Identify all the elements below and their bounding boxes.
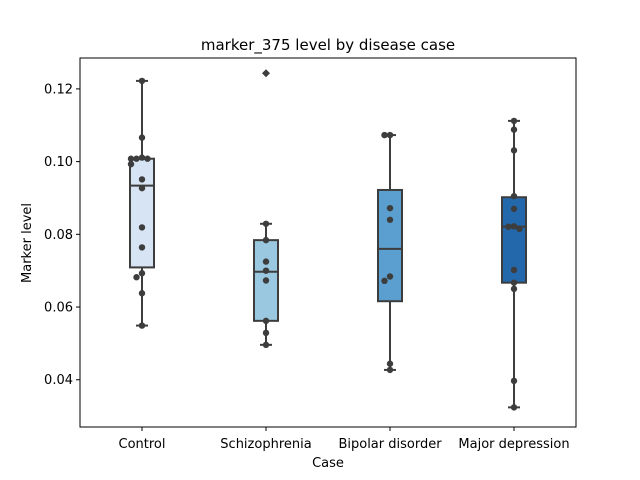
- data-point: [510, 117, 518, 125]
- data-point: [386, 216, 394, 223]
- data-point: [262, 258, 270, 265]
- data-point: [262, 277, 270, 284]
- data-point: [516, 225, 523, 233]
- data-point: [133, 155, 140, 162]
- y-tick-label: 0.04: [44, 373, 73, 388]
- data-point: [386, 273, 394, 280]
- data-point: [510, 126, 518, 133]
- y-tick-label: 0.10: [44, 155, 73, 170]
- data-point: [138, 134, 146, 141]
- data-point: [386, 204, 394, 212]
- data-point: [138, 154, 146, 161]
- data-point: [144, 155, 151, 162]
- data-point: [262, 341, 270, 349]
- data-point: [510, 266, 518, 274]
- data-point: [381, 131, 388, 139]
- data-point: [386, 131, 394, 139]
- data-point: [133, 274, 140, 281]
- chart-title: marker_375 level by disease case: [201, 36, 455, 55]
- data-point: [127, 155, 135, 162]
- data-point: [510, 205, 518, 213]
- data-point: [386, 366, 394, 374]
- data-point: [138, 224, 146, 231]
- data-point: [262, 267, 270, 274]
- data-point: [138, 290, 146, 297]
- x-tick-label: Major depression: [458, 437, 569, 452]
- data-point: [510, 279, 518, 286]
- data-point: [262, 317, 270, 325]
- data-point: [138, 176, 146, 183]
- plot-frame: [79, 57, 577, 428]
- data-point: [262, 220, 270, 227]
- x-tick-label: Bipolar disorder: [338, 437, 442, 452]
- data-point: [127, 160, 135, 168]
- y-tick-label: 0.06: [44, 301, 73, 316]
- data-point: [138, 184, 146, 192]
- data-point: [510, 377, 518, 385]
- y-tick-label: 0.08: [44, 228, 73, 243]
- x-tick-label: Schizophrenia: [220, 437, 311, 452]
- x-axis-label: Case: [312, 456, 344, 471]
- y-axis-label: Marker level: [20, 203, 35, 283]
- data-point: [138, 270, 146, 277]
- data-point: [505, 223, 512, 230]
- data-point: [510, 192, 518, 200]
- data-point: [262, 236, 270, 244]
- data-point: [138, 322, 146, 329]
- data-point: [510, 404, 518, 411]
- data-point: [510, 223, 518, 230]
- box-outlier: [262, 69, 270, 78]
- data-point: [138, 77, 146, 85]
- box-body: [129, 157, 155, 269]
- data-point: [381, 277, 388, 285]
- x-tick-label: Control: [119, 437, 166, 452]
- data-point: [262, 329, 270, 337]
- y-tick-label: 0.12: [44, 82, 73, 97]
- data-point: [510, 285, 518, 293]
- data-point: [138, 244, 146, 251]
- data-point: [386, 360, 394, 367]
- data-point: [510, 147, 518, 154]
